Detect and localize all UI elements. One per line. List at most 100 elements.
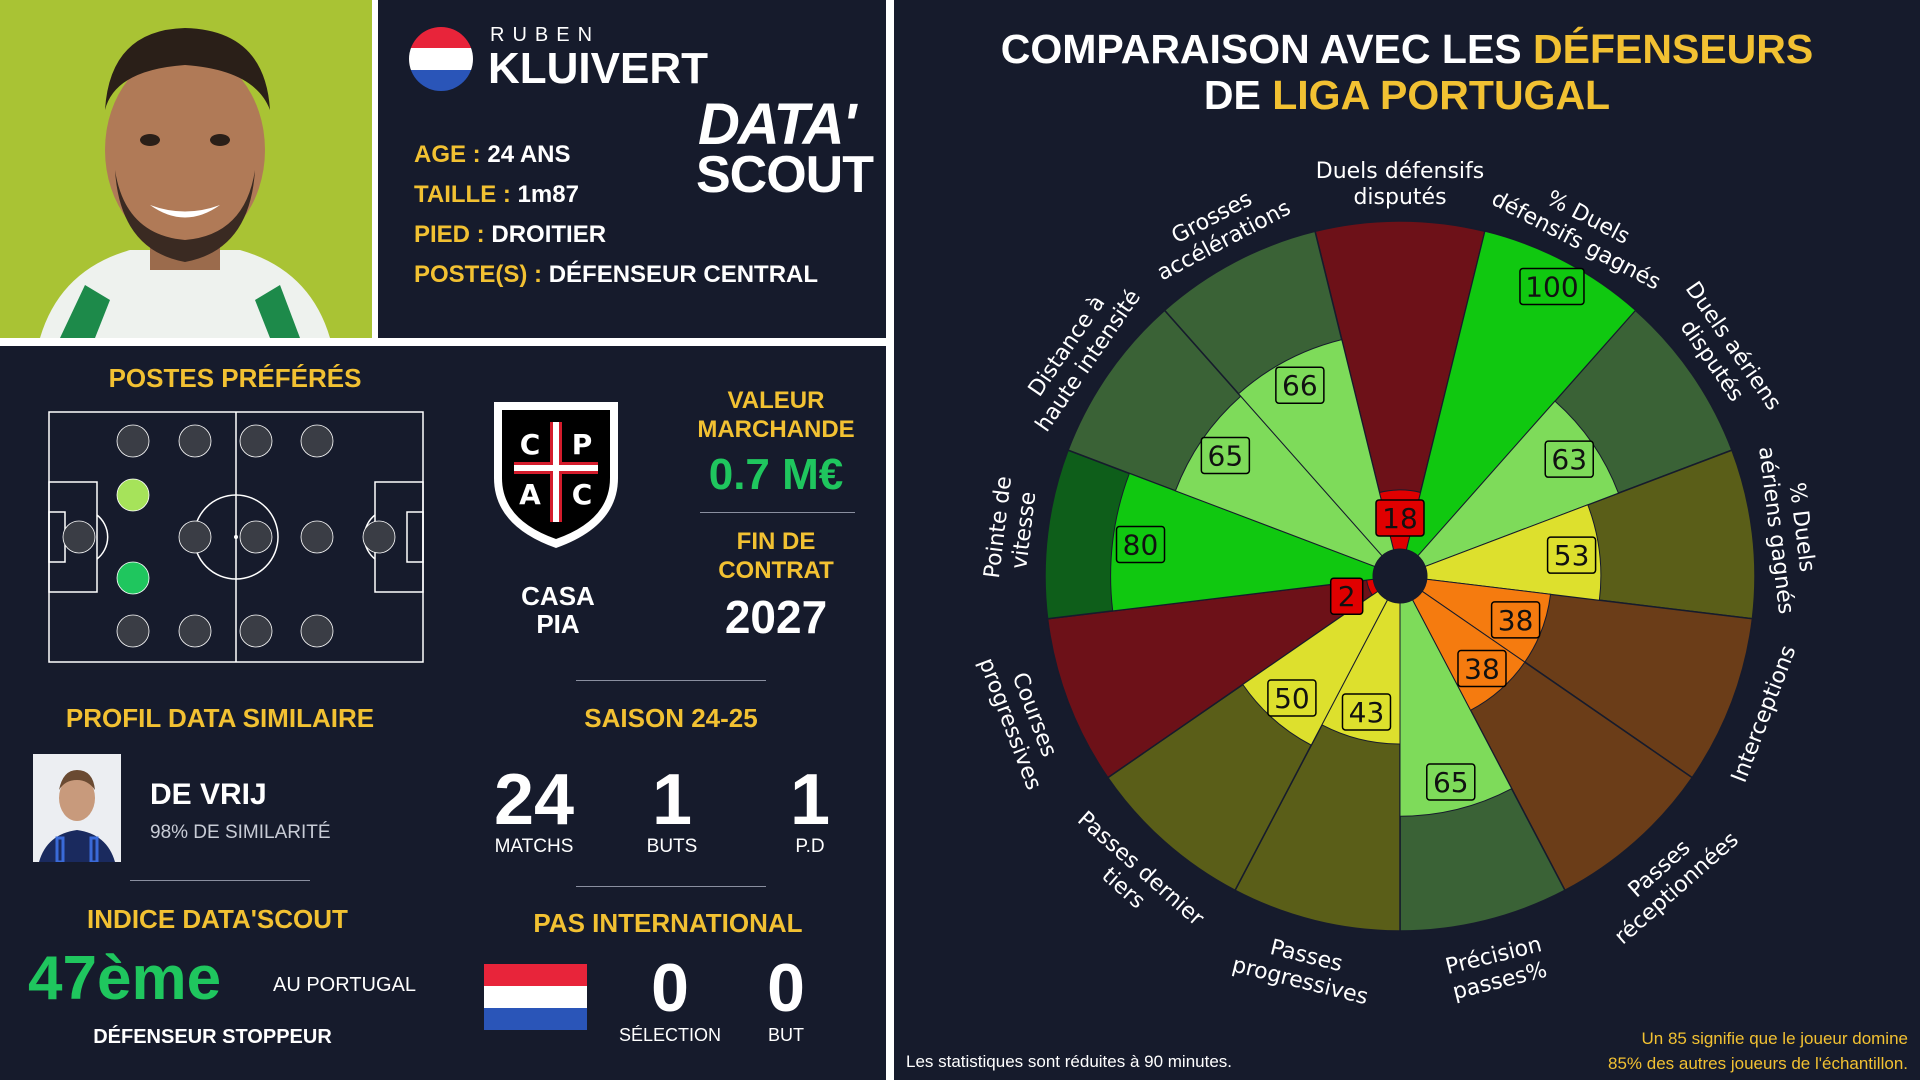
season-divider-top [576, 680, 766, 681]
preferred-positions-pitch [48, 411, 424, 663]
season-stat-value: 24 [493, 760, 575, 840]
pitch-position-dot [362, 520, 396, 554]
market-value: 0.7 M€ [708, 450, 844, 499]
position-row: POSTE(S) : DÉFENSEUR CENTRAL [414, 261, 818, 289]
chart-value-box [1490, 601, 1541, 639]
chart-category-label: Pointe devitesse [980, 475, 1043, 583]
player-info-panel: RUBEN KLUIVERT DATA' SCOUT AGE : 24 ANS … [378, 0, 886, 338]
contract-title-line1: FIN DE [736, 528, 816, 555]
position-value: DÉFENSEUR CENTRAL [548, 261, 819, 288]
international-goals-label: BUT [768, 1025, 804, 1045]
chart-category-label: Passesprogressives [1230, 927, 1377, 1010]
age-row: AGE : 24 ANS [414, 141, 571, 169]
position-label: POSTE(S) : [414, 261, 543, 288]
club-name-line1: CASA [521, 581, 595, 611]
pitch-position-dot [116, 424, 150, 458]
player-portrait-icon [0, 0, 372, 338]
foot-row: PIED : DROITIER [414, 221, 606, 249]
player-last-name: KLUIVERT [488, 44, 708, 93]
crest-letter: C [520, 428, 541, 461]
chart-value-label: 50 [1274, 682, 1310, 715]
market-value-title: VALEUR MARCHANDE [676, 386, 876, 444]
chart-category-label: Coursesprogressives [973, 645, 1070, 793]
preferred-positions-title: POSTES PRÉFÉRÉS [108, 363, 362, 393]
index-scope: AU PORTUGAL [273, 974, 416, 996]
height-label: TAILLE : [414, 181, 511, 208]
chart-value-label: 65 [1433, 766, 1469, 799]
chart-value-box [1115, 525, 1166, 564]
international-title: PAS INTERNATIONAL [533, 908, 803, 938]
chart-value-label: 43 [1349, 696, 1385, 729]
index-rank: 47ème [28, 944, 222, 1013]
similar-player-photo-icon [33, 754, 121, 862]
pitch-position-dot [300, 424, 334, 458]
crest-letter: C [572, 478, 593, 511]
chart-value-box [1457, 649, 1507, 688]
season-stat-label: BUTS [646, 836, 698, 857]
pitch-position-dot [116, 478, 150, 512]
chart-category-label: Précisionpasses% [1443, 932, 1551, 1005]
club-name-line2: PIA [536, 609, 580, 639]
chart-value-box [1329, 577, 1364, 615]
comparison-title-part: DE [1203, 72, 1273, 118]
market-divider [700, 512, 855, 513]
pitch-position-dot [239, 424, 273, 458]
chart-center-hole [1373, 549, 1427, 603]
similar-player-name: DE VRIJ [150, 778, 267, 811]
season-stat-value: 1 [789, 760, 831, 840]
season-divider-bottom [576, 886, 766, 887]
chart-value-label: 100 [1525, 270, 1578, 303]
chart-value-labels: 18 100 63 53 38 38 65 43 50 2 80 65 66 [1115, 267, 1597, 801]
chart-category-label: % Duelsaériens gagnés [1753, 442, 1824, 615]
index-title: INDICE DATA'SCOUT [87, 904, 348, 934]
market-value-title-line2: MARCHANDE [697, 416, 855, 443]
international-caps-value: 0 [651, 950, 689, 1026]
chart-value-label: 65 [1208, 439, 1244, 472]
netherlands-flag-icon [484, 964, 587, 1030]
chart-value-box [1200, 436, 1251, 475]
chart-category-label: Duels défensifs disputés [1316, 159, 1485, 210]
chart-value-label: 38 [1498, 604, 1534, 637]
season-stat-label: MATCHS [494, 836, 574, 857]
percentile-footnote-line1: Un 85 signifie que le joueur domine [1641, 1029, 1908, 1048]
pitch-position-dot [178, 520, 212, 554]
percentile-footnote: Un 85 signifie que le joueur domine 85% … [1608, 1026, 1908, 1076]
chart-value-box [1519, 267, 1585, 306]
chart-value-box [1426, 763, 1476, 801]
foot-label: PIED : [414, 221, 485, 248]
chart-value-label: 66 [1282, 369, 1318, 402]
contract-title: FIN DE CONTRAT [676, 527, 876, 585]
radial-bar-chart: 18 100 63 53 38 38 65 43 50 2 80 65 66 Duels défensif… [973, 159, 1824, 1010]
chart-value-box [1544, 440, 1594, 478]
international-goals-value: 0 [767, 950, 805, 1026]
chart-value-label: 38 [1464, 653, 1500, 686]
market-value-title-line1: VALEUR [727, 387, 825, 414]
index-role: DÉFENSEUR STOPPEUR [93, 1026, 332, 1048]
comparison-title-highlight: DÉFENSEURS [1533, 26, 1814, 72]
similar-divider [130, 880, 310, 881]
height-value: 1m87 [517, 181, 579, 208]
chart-value-box [1267, 679, 1317, 717]
chart-value-label: 2 [1338, 580, 1356, 613]
age-label: AGE : [414, 141, 481, 168]
player-first-name: RUBEN [490, 24, 601, 46]
pitch-position-dot [300, 520, 334, 554]
season-title: SAISON 24-25 [584, 703, 758, 733]
contract-end-year: 2027 [724, 591, 828, 643]
player-photo [0, 0, 372, 338]
chart-value-label: 53 [1554, 539, 1590, 572]
international-caps-label: SÉLECTION [618, 1025, 722, 1045]
percentile-footnote-line2: 85% des autres joueurs de l'échantillon. [1608, 1054, 1908, 1073]
similar-player-similarity: 98% DE SIMILARITÉ [150, 822, 331, 843]
club-crest-icon: C P A C [494, 402, 618, 548]
comparison-title-line1: COMPARAISON AVEC LES DÉFENSEURS [894, 26, 1920, 72]
chart-value-label: 18 [1382, 502, 1418, 535]
pitch-position-dot [300, 614, 334, 648]
pitch-position-dot [239, 520, 273, 554]
pitch-position-dot [178, 424, 212, 458]
season-stat-label: P.D [795, 836, 825, 857]
comparison-title-highlight: LIGA PORTUGAL [1272, 72, 1611, 118]
pitch-position-dot [62, 520, 96, 554]
pitch-position-dot [116, 561, 150, 595]
similar-profile-title: PROFIL DATA SIMILAIRE [65, 703, 375, 733]
